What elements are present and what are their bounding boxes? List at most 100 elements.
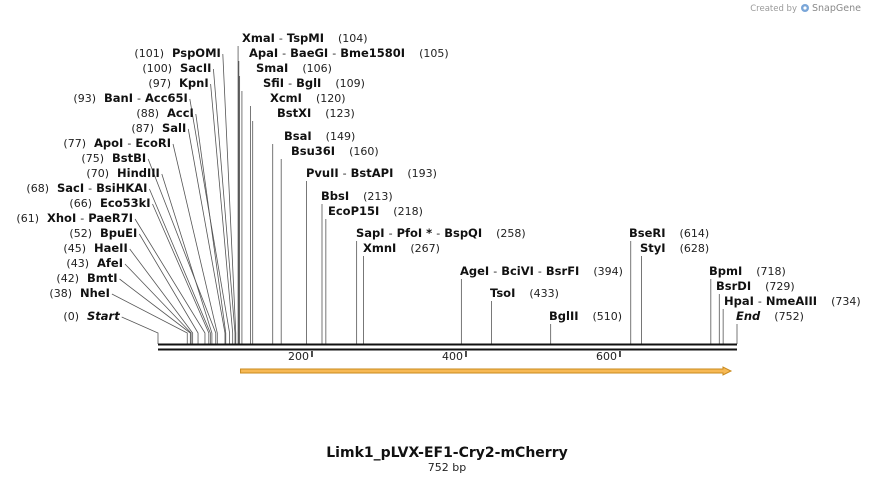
site-name[interactable]: SacII <box>180 61 211 75</box>
site-ecop15i[interactable]: EcoP15I (218) <box>328 204 423 218</box>
site-bpuei[interactable]: BpuEI (52) <box>69 226 137 240</box>
site-start[interactable]: Start (0) <box>63 309 120 323</box>
site-name[interactable]: BsaI <box>284 129 312 143</box>
site-name[interactable]: PspOMI <box>172 46 221 60</box>
site-hpai[interactable]: HpaI - NmeAIII (734) <box>724 294 861 308</box>
site-name[interactable]: XmaI <box>242 31 275 45</box>
site-name[interactable]: BciVI <box>501 264 534 278</box>
site-name[interactable]: ApoI <box>94 136 123 150</box>
site-apai[interactable]: ApaI - BaeGI - Bme1580I (105) <box>249 46 449 60</box>
site-name[interactable]: PaeR7I <box>88 211 133 225</box>
site-bglii[interactable]: BglII (510) <box>549 309 622 323</box>
site-name[interactable]: TspMI <box>287 31 324 45</box>
site-name[interactable]: SfiI <box>263 76 284 90</box>
site-name[interactable]: BpuEI <box>100 226 137 240</box>
site-name[interactable]: BglI <box>296 76 321 90</box>
site-name[interactable]: EcoRI <box>135 136 171 150</box>
site-styi[interactable]: StyI (628) <box>640 241 709 255</box>
site-position: (105) <box>419 47 449 60</box>
site-name[interactable]: PvuII <box>306 166 339 180</box>
site-name[interactable]: KpnI <box>179 76 209 90</box>
site-eco53ki[interactable]: Eco53kI (66) <box>69 196 150 210</box>
site-bani[interactable]: BanI - Acc65I (93) <box>73 91 187 105</box>
site-sapi[interactable]: SapI - PfoI * - BspQI (258) <box>356 226 526 240</box>
site-name[interactable]: Acc65I <box>145 91 188 105</box>
site-name[interactable]: AgeI <box>460 264 489 278</box>
site-name[interactable]: End <box>736 309 761 323</box>
site-haeii[interactable]: HaeII (45) <box>63 241 127 255</box>
site-name[interactable]: BaeGI <box>290 46 328 60</box>
site-saci[interactable]: SacI - BsiHKAI (68) <box>26 181 147 195</box>
site-name[interactable]: BbsI <box>321 189 349 203</box>
site-nhei[interactable]: NheI (38) <box>49 286 109 300</box>
site-separator: - <box>279 32 283 45</box>
site-name[interactable]: BsrDI <box>716 279 751 293</box>
site-name[interactable]: AccI <box>167 106 194 120</box>
site-bsrdi[interactable]: BsrDI (729) <box>716 279 795 293</box>
site-afei[interactable]: AfeI (43) <box>66 256 123 270</box>
site-agei[interactable]: AgeI - BciVI - BsrFI (394) <box>460 264 623 278</box>
site-bsu36i[interactable]: Bsu36I (160) <box>291 144 379 158</box>
site-bsai[interactable]: BsaI (149) <box>284 129 355 143</box>
site-name[interactable]: NheI <box>80 286 110 300</box>
site-tsoi[interactable]: TsoI (433) <box>490 286 559 300</box>
site-bstbi[interactable]: BstBI (75) <box>81 151 146 165</box>
site-name[interactable]: SalI <box>162 121 186 135</box>
site-bstxi[interactable]: BstXI (123) <box>277 106 355 120</box>
site-name[interactable]: NmeAIII <box>766 294 817 308</box>
site-end[interactable]: End (752) <box>736 309 804 323</box>
site-hindiii[interactable]: HindIII (70) <box>86 166 159 180</box>
site-separator: - <box>538 265 542 278</box>
site-acci[interactable]: AccI (88) <box>136 106 193 120</box>
site-name[interactable]: SapI <box>356 226 385 240</box>
site-name[interactable]: TsoI <box>490 286 515 300</box>
site-bbsi[interactable]: BbsI (213) <box>321 189 393 203</box>
site-bpmi[interactable]: BpmI (718) <box>709 264 786 278</box>
site-pvuii[interactable]: PvuII - BstAPI (193) <box>306 166 437 180</box>
site-xmai[interactable]: XmaI - TspMI (104) <box>242 31 368 45</box>
site-sacii[interactable]: SacII (100) <box>142 61 211 75</box>
site-name[interactable]: BmtI <box>87 271 118 285</box>
site-name[interactable]: XmnI <box>363 241 396 255</box>
site-bseri[interactable]: BseRI (614) <box>629 226 709 240</box>
feature-arrow-shape[interactable] <box>240 366 733 376</box>
site-name[interactable]: BpmI <box>709 264 742 278</box>
site-name[interactable]: XhoI <box>47 211 76 225</box>
site-name[interactable]: PfoI * <box>397 226 433 240</box>
site-name[interactable]: BstAPI <box>351 166 394 180</box>
site-name[interactable]: HaeII <box>94 241 128 255</box>
site-smai[interactable]: SmaI (106) <box>256 61 332 75</box>
site-name[interactable]: BspQI <box>444 226 482 240</box>
site-apoi[interactable]: ApoI - EcoRI (77) <box>63 136 171 150</box>
site-name[interactable]: ApaI <box>249 46 278 60</box>
site-name[interactable]: BsrFI <box>546 264 579 278</box>
site-name[interactable]: Bme1580I <box>340 46 405 60</box>
site-name[interactable]: StyI <box>640 241 666 255</box>
site-xmni[interactable]: XmnI (267) <box>363 241 440 255</box>
site-name[interactable]: BanI <box>104 91 133 105</box>
site-bmti[interactable]: BmtI (42) <box>56 271 117 285</box>
site-name[interactable]: HindIII <box>117 166 160 180</box>
site-name[interactable]: Eco53kI <box>100 196 151 210</box>
site-name[interactable]: HpaI <box>724 294 754 308</box>
site-name[interactable]: XcmI <box>270 91 302 105</box>
site-sali[interactable]: SalI (87) <box>131 121 186 135</box>
site-name[interactable]: BstXI <box>277 106 311 120</box>
site-name[interactable]: BstBI <box>112 151 146 165</box>
site-xcmi[interactable]: XcmI (120) <box>270 91 346 105</box>
site-name[interactable]: EcoP15I <box>328 204 379 218</box>
site-name[interactable]: SacI <box>57 181 84 195</box>
site-name[interactable]: Bsu36I <box>291 144 335 158</box>
site-position: (734) <box>831 295 861 308</box>
site-sfii[interactable]: SfiI - BglI (109) <box>263 76 365 90</box>
site-xhoi[interactable]: XhoI - PaeR7I (61) <box>16 211 133 225</box>
site-name[interactable]: BseRI <box>629 226 666 240</box>
site-name[interactable]: Start <box>87 309 120 323</box>
site-pspomi[interactable]: PspOMI (101) <box>134 46 220 60</box>
site-kpni[interactable]: KpnI (97) <box>148 76 208 90</box>
site-name[interactable]: AfeI <box>97 256 123 270</box>
site-name[interactable]: BsiHKAI <box>96 181 147 195</box>
site-name[interactable]: SmaI <box>256 61 288 75</box>
feature-arrow[interactable] <box>240 366 733 376</box>
site-name[interactable]: BglII <box>549 309 579 323</box>
